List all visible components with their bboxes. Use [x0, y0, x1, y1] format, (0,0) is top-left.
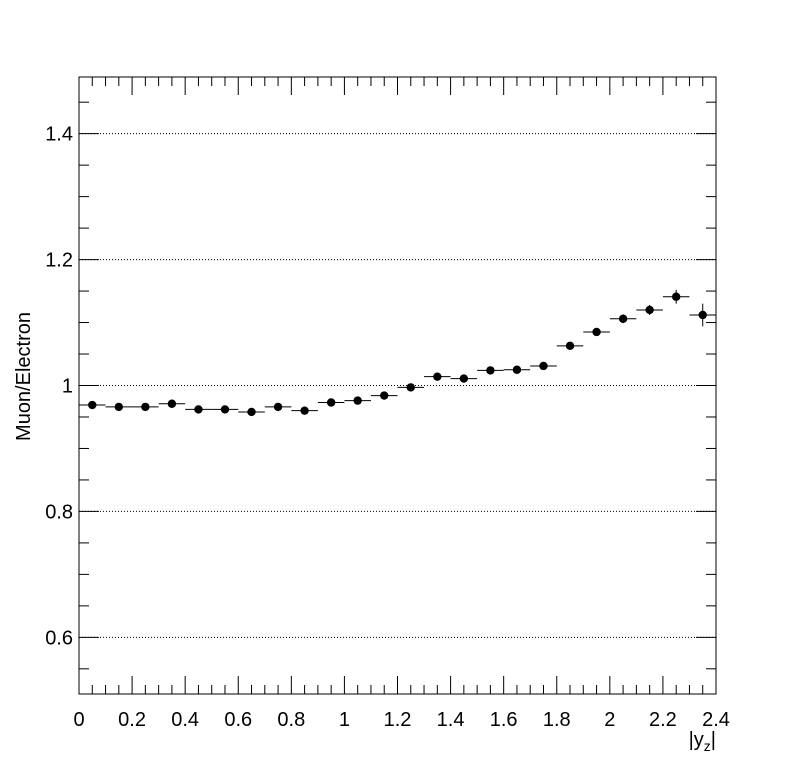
data-marker: [698, 310, 707, 320]
y-tick-label: 0.6: [45, 627, 73, 649]
data-point: [291, 406, 318, 415]
data-points: [79, 289, 716, 417]
x-tick-label: 1.4: [437, 709, 465, 731]
data-marker: [539, 361, 548, 371]
data-point: [450, 374, 478, 383]
data-marker: [645, 305, 654, 315]
x-tick-label: 1.2: [384, 709, 412, 731]
data-marker: [433, 372, 442, 381]
data-marker: [380, 391, 389, 400]
data-marker: [300, 406, 309, 415]
x-tick-label: 1.6: [490, 709, 518, 731]
data-point: [264, 402, 292, 412]
data-marker: [167, 399, 177, 408]
axis-ticks: [78, 77, 717, 694]
data-marker: [459, 374, 469, 383]
data-marker: [326, 398, 336, 407]
data-marker: [114, 402, 124, 412]
x-axis-label: |yz|: [689, 729, 716, 754]
data-marker: [273, 402, 283, 412]
data-point: [530, 361, 557, 371]
data-point: [185, 405, 212, 414]
data-point: [158, 399, 186, 408]
data-marker: [592, 327, 601, 337]
data-point: [583, 327, 610, 337]
data-marker: [88, 400, 97, 410]
x-tick-label: 2.2: [649, 709, 677, 731]
data-marker: [486, 366, 495, 375]
data-marker: [220, 405, 230, 414]
data-point: [238, 407, 265, 417]
data-marker: [512, 365, 522, 374]
data-marker: [565, 341, 575, 351]
x-tick-label: 1: [339, 709, 350, 731]
data-point: [424, 372, 451, 381]
data-point: [662, 289, 690, 304]
data-marker: [671, 292, 681, 301]
y-tick-label: 1.2: [45, 250, 73, 272]
y-tick-label: 0.8: [45, 501, 73, 523]
x-tick-label: 0.2: [118, 709, 146, 731]
data-point: [397, 383, 425, 392]
data-point: [79, 400, 106, 410]
tick-labels: 0.6 0.8 1 1.2 1.4 0 0.2 0.4 0.6 0.8 1 1.2 1.4 1.6 1.8 2…: [45, 124, 730, 731]
data-marker: [618, 314, 628, 323]
data-point: [609, 314, 637, 324]
data-point: [211, 405, 239, 414]
y-tick-label: 1: [62, 376, 73, 398]
plot-frame: [78, 76, 717, 695]
x-tick-label: 1.8: [543, 709, 571, 731]
data-marker: [194, 405, 203, 414]
x-tick-label: 2.4: [702, 709, 730, 731]
x-tick-label: 2: [604, 709, 615, 731]
data-point: [689, 303, 716, 327]
x-tick-label: 0: [73, 709, 84, 731]
data-marker: [247, 407, 256, 417]
data-point: [370, 391, 398, 400]
data-marker: [406, 383, 415, 392]
data-marker: [353, 396, 362, 405]
data-point: [477, 366, 504, 375]
y-axis-label: Muon/Electron: [13, 312, 35, 441]
x-tick-label: 0.8: [277, 709, 305, 731]
x-tick-label: 0.6: [224, 709, 252, 731]
data-point: [105, 402, 133, 412]
data-point: [317, 398, 345, 407]
y-tick-label: 1.4: [45, 124, 73, 146]
grid-lines: [79, 133, 716, 638]
data-point: [344, 396, 371, 405]
data-point: [132, 402, 159, 412]
data-point: [636, 304, 663, 315]
data-point: [503, 365, 531, 374]
x-tick-label: 0.4: [171, 709, 199, 731]
data-marker: [141, 402, 150, 412]
data-point: [556, 341, 584, 351]
